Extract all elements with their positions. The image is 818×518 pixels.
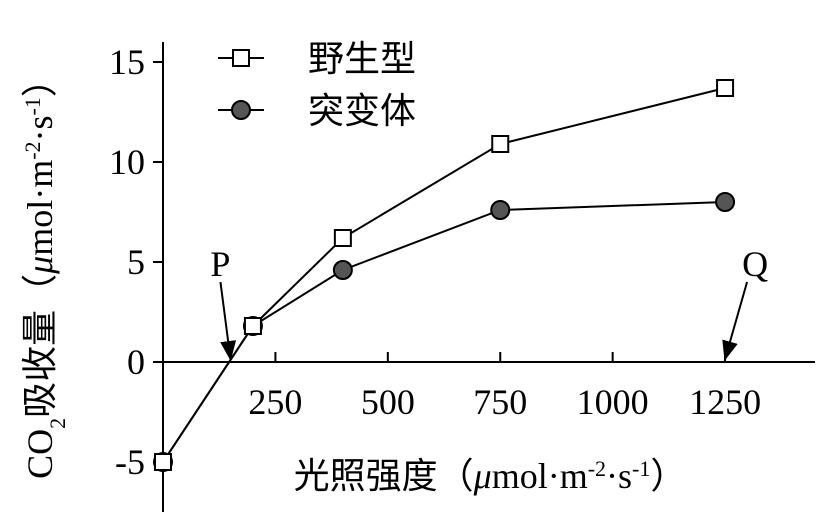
annotation-label: P: [210, 244, 230, 284]
legend-label: 野生型: [308, 39, 416, 79]
point: [243, 317, 262, 335]
y-tick-label: 5: [127, 242, 145, 282]
x-tick-label: 750: [473, 382, 527, 422]
y-tick-label: -5: [115, 442, 145, 482]
label-part: ）: [20, 61, 60, 97]
point: [332, 260, 353, 280]
y-label-parts: CO2吸收量（μmol·m-2·s-1）: [20, 61, 70, 479]
y-tick-label: 0: [127, 342, 145, 382]
x-tick-label: 250: [248, 382, 302, 422]
x-tick-label: 500: [361, 382, 415, 422]
label-part: CO: [20, 429, 60, 479]
label-part: 光照强度（: [294, 456, 474, 496]
point: [154, 453, 172, 471]
label-part: -2: [20, 141, 45, 159]
label-part: mol·m: [492, 456, 588, 496]
point: [715, 192, 736, 212]
label-part: μ: [473, 456, 492, 496]
point: [716, 79, 735, 97]
x-label-parts: 光照强度（μmol·m-2·s-1）: [294, 456, 687, 497]
annotation-arrow: [219, 281, 237, 361]
label-part: -1: [632, 456, 650, 481]
x-tick-label: 1250: [689, 382, 761, 422]
label-part: ·s: [606, 456, 632, 496]
label-part: ）: [650, 456, 686, 496]
legend-marker: [231, 100, 251, 120]
label-part: ·s: [20, 115, 60, 141]
label-part: 2: [45, 418, 70, 429]
x-tick-label: 1000: [577, 382, 649, 422]
label-part: -1: [20, 97, 45, 115]
annotation-label: Q: [742, 244, 768, 284]
label-part: mol·m: [20, 160, 60, 256]
point: [333, 229, 352, 247]
point: [491, 135, 510, 153]
legend-label: 突变体: [308, 91, 416, 131]
y-tick-label: 10: [109, 142, 145, 182]
y-tick-label: 15: [109, 42, 145, 82]
label-part: -2: [588, 456, 606, 481]
point: [490, 200, 511, 220]
label-part: μ: [20, 256, 60, 275]
legend-marker: [232, 49, 250, 67]
annotation-arrow: [722, 281, 749, 361]
label-part: 吸收量（: [20, 274, 60, 418]
